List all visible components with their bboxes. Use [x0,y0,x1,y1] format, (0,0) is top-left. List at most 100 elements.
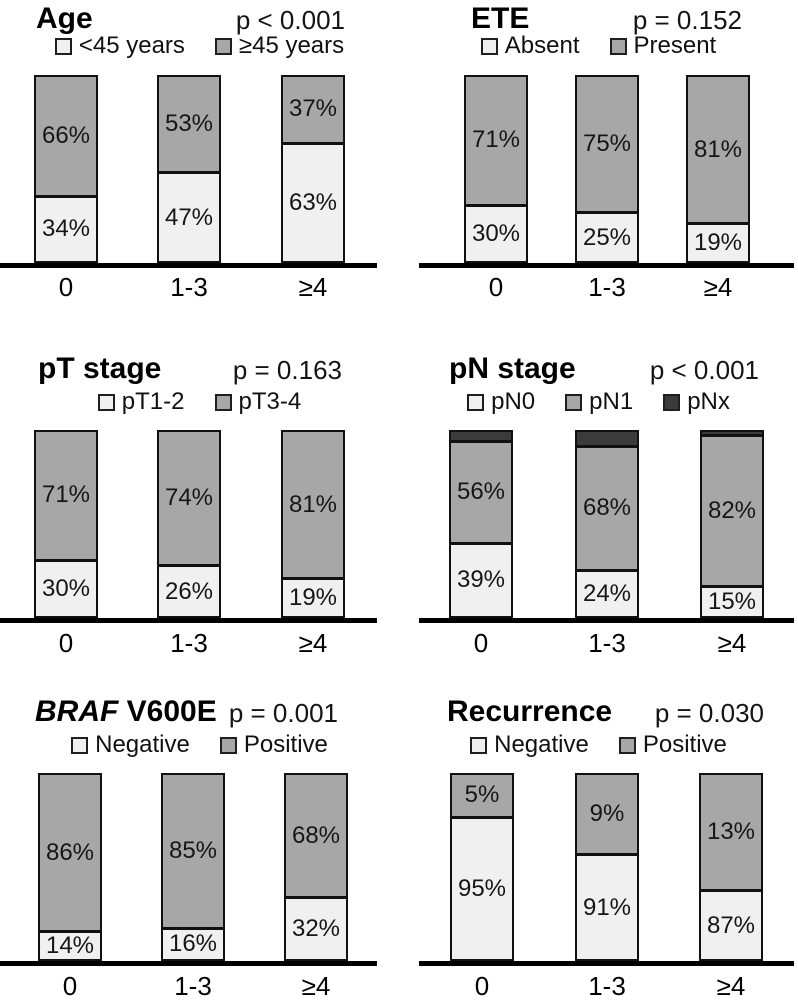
bar-segment-pt1-2: 26% [159,567,219,616]
bar-ge4: 13% 87% [699,773,763,961]
segment-value-label: 68% [582,494,632,522]
bar-segment-positive: 13% [701,775,761,893]
segment-value-label: 87% [706,911,756,939]
bar-segment-present: 75% [577,77,637,215]
legend-swatch-icon [663,393,681,411]
chart-title: ETE [471,2,529,35]
bar-segment-pn0: 39% [451,544,511,616]
x-axis-line [0,263,377,268]
segment-value-label: 16% [168,930,218,958]
segment-value-label: 91% [582,893,632,921]
segment-value-label: 32% [291,915,341,943]
bar-1-3: 9% 91% [575,773,639,961]
x-axis-line [0,961,377,966]
p-value-label: p < 0.001 [235,5,345,35]
legend-item: pN0 [467,390,535,414]
segment-value-label: 85% [168,836,218,864]
bar-segment-pn0: 24% [577,571,637,616]
segment-value-label: 95% [457,874,507,902]
bar-segment-positive: 85% [163,775,223,930]
bar-segment-pt1-2: 19% [283,580,343,616]
chart-title: BRAF V600E [35,695,217,728]
x-tick-label: 0 [473,628,489,658]
bar-segment--45-years: 53% [159,77,219,174]
legend-swatch-icon [467,393,485,411]
segment-value-label: 37% [288,95,338,123]
legend-swatch-icon [97,393,115,411]
bar-segment-negative: 87% [701,892,761,959]
bar-ge4: 81% 19% [281,430,345,618]
bar-0: 5% 95% [450,773,514,961]
chart-title: pT stage [38,352,161,385]
x-axis-line [419,961,794,966]
bar-segment-negative: 14% [40,933,100,959]
legend-label: <45 years [78,32,185,59]
x-tick-label: ≥4 [716,971,746,1001]
segment-value-label: 47% [164,203,214,231]
legend: pT1-2 pT3-4 [0,390,399,414]
segment-value-label: 86% [45,838,95,866]
chart-title-text: BRAF [35,695,119,728]
bar-segment-present: 71% [466,77,526,207]
x-tick-label: 1-3 [170,628,208,658]
x-tick-label: 0 [58,628,74,658]
bar-0: 66% 34% [34,75,98,263]
bar-segment-pn0: 15% [702,588,762,616]
bar-0: 71% 30% [34,430,98,618]
chart-title-text: V600E [118,695,217,728]
chart-title: Age [36,2,93,35]
chart-panel-recurrence: Recurrence p = 0.030 Negative Positive 5% 95%… [399,680,798,1006]
segment-value-label: 75% [582,130,632,158]
legend-item: pNx [663,390,730,414]
segment-value-label: 5% [464,781,500,809]
bar-segment--45-years: 66% [36,77,96,198]
bar-segment-positive: 5% [452,775,512,819]
x-tick-label: 0 [58,272,74,302]
legend-item: <45 years [54,32,185,59]
legend-label: ≥45 years [238,32,345,59]
bar-0: 56% 39% [449,430,513,618]
segment-value-label: 71% [471,126,521,154]
segment-value-label: 74% [164,484,214,512]
bar-segment-pnx [702,432,762,437]
chart-title: Recurrence [447,695,612,728]
segment-value-label: 63% [288,188,338,216]
legend-swatch-icon [54,37,72,55]
legend-item: Negative [71,733,190,757]
legend-item: ≥45 years [214,32,345,59]
bar-segment-absent: 19% [688,225,748,261]
bar-segment-pt3-4: 81% [283,432,343,581]
segment-value-label: 82% [707,497,757,525]
bar-segment-pt3-4: 71% [36,432,96,562]
bar-segment-present: 81% [688,77,748,226]
bar-segment-absent: 30% [466,206,526,261]
chart-title-text: ETE [471,2,530,35]
legend-swatch-icon [480,37,498,55]
x-tick-label: 1-3 [174,971,212,1001]
bar-segment--45-years: 47% [159,174,219,261]
chart-panel-pt-stage: pT stage p = 0.163 pT1-2 pT3-4 71% 30% 0 74% 26%… [0,335,399,680]
segment-value-label: 81% [693,135,743,163]
legend: Absent Present [399,34,798,58]
chart-title-text: pT stage [38,352,162,385]
segment-value-label: 14% [45,932,95,960]
legend: <45 years ≥45 years [0,34,399,58]
legend-item: pN1 [565,390,633,414]
segment-value-label: 66% [41,121,91,149]
bar-ge4: 81% 19% [686,75,750,263]
bar-segment-pt1-2: 30% [36,561,96,616]
segment-value-label: 30% [41,574,91,602]
x-tick-label: 1-3 [588,971,626,1001]
segment-value-label: 53% [164,110,214,137]
legend-label: Negative [494,731,589,758]
legend-swatch-icon [214,393,232,411]
chart-panel-ete: ETE p = 0.152 Absent Present 71% 30% 0 75% 25% 1-… [399,0,798,335]
segment-value-label: 68% [291,821,341,849]
bar-ge4: 68% 32% [284,773,348,961]
chart-panel-age: Age p < 0.001 <45 years ≥45 years 66% 34% 0 53%… [0,0,399,335]
legend-item: Positive [219,733,328,757]
segment-value-label: 34% [41,215,91,243]
segment-value-label: 15% [707,588,757,616]
legend-swatch-icon [219,736,237,754]
